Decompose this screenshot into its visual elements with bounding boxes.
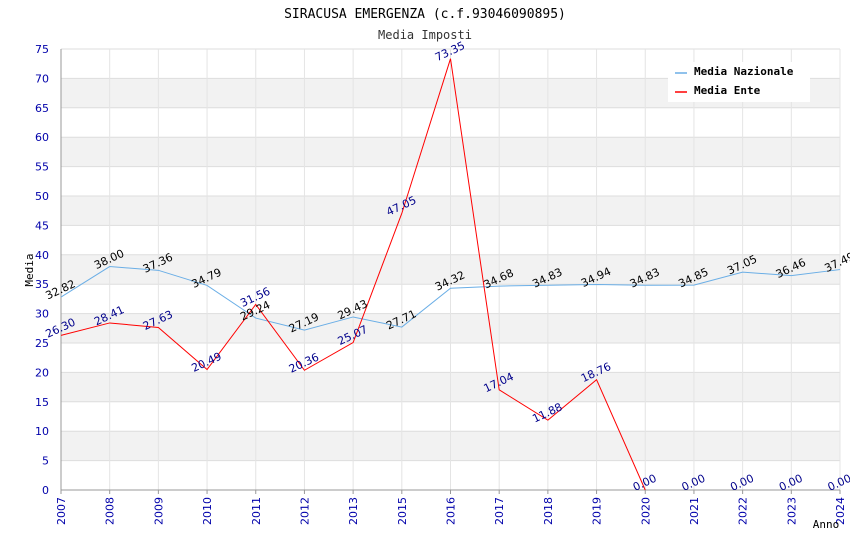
x-tick-label: 2007 — [55, 497, 68, 525]
y-tick-label: 25 — [35, 337, 49, 350]
y-axis-label: Media — [23, 253, 36, 286]
y-tick-label: 10 — [35, 425, 49, 438]
x-tick-label: 2018 — [542, 497, 555, 525]
series-lines — [60, 58, 841, 491]
legend-label-ente: Media Ente — [694, 84, 761, 97]
x-tick-label: 2016 — [445, 497, 458, 525]
legend-label-nazionale: Media Nazionale — [694, 65, 794, 78]
x-tick-label: 2020 — [639, 497, 652, 525]
x-axis-label: Anno — [813, 518, 840, 531]
y-tick-label: 65 — [35, 102, 49, 115]
x-tick-label: 2023 — [785, 497, 798, 525]
x-tick-label: 2015 — [396, 497, 409, 525]
y-tick-label: 75 — [35, 43, 49, 56]
legend-box — [668, 62, 810, 102]
y-tick-label: 30 — [35, 308, 49, 321]
x-tick-label: 2008 — [104, 497, 117, 525]
y-tick-label: 55 — [35, 161, 49, 174]
chart-subtitle: Media Imposti — [378, 28, 472, 42]
chart-title: SIRACUSA EMERGENZA (c.f.93046090895) — [284, 7, 566, 22]
x-tick-label: 2024 — [834, 497, 847, 525]
y-tick-label: 45 — [35, 219, 49, 232]
x-tick-label: 2013 — [347, 497, 360, 525]
y-tick-label: 15 — [35, 396, 49, 409]
y-tick-label: 35 — [35, 278, 49, 291]
x-tick-label: 2017 — [493, 497, 506, 525]
y-tick-label: 0 — [42, 484, 49, 497]
y-tick-label: 70 — [35, 72, 49, 85]
x-tick-label: 2019 — [591, 497, 604, 525]
line-media-ente — [60, 58, 646, 491]
y-tick-label: 50 — [35, 190, 49, 203]
x-tick-label: 2012 — [298, 497, 311, 525]
x-tick-label: 2022 — [737, 497, 750, 525]
x-ticks: 2007 2008 2009 2010 2011 2012 2013 2015 2016 2017… — [55, 497, 847, 525]
line-media-nazionale — [60, 266, 841, 331]
axes — [60, 49, 841, 494]
y-tick-label: 5 — [42, 455, 49, 468]
data-label-ente: 0.00 — [826, 472, 850, 494]
x-tick-label: 2010 — [201, 497, 214, 525]
y-ticks: 0 5 10 15 20 25 30 35 40 45 50 55 60 65 70 75 — [35, 43, 49, 497]
x-tick-label: 2009 — [152, 497, 165, 525]
x-tick-label: 2011 — [250, 497, 263, 525]
y-tick-label: 60 — [35, 131, 49, 144]
y-tick-label: 40 — [35, 249, 49, 262]
x-tick-label: 2021 — [688, 497, 701, 525]
legend: Media Nazionale Media Ente — [668, 62, 810, 102]
y-tick-label: 20 — [35, 366, 49, 379]
